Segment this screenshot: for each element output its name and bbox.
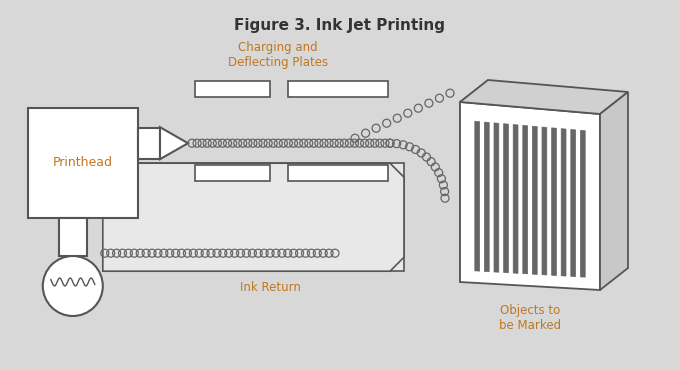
Bar	[195, 81, 270, 97]
Bar	[58, 218, 87, 256]
Polygon shape	[160, 127, 188, 159]
Polygon shape	[513, 125, 518, 273]
Bar	[138, 128, 160, 159]
Bar	[103, 163, 404, 271]
Polygon shape	[571, 130, 575, 277]
Bar	[288, 165, 388, 181]
Polygon shape	[532, 126, 537, 275]
Polygon shape	[475, 121, 479, 271]
Polygon shape	[460, 102, 600, 290]
Polygon shape	[542, 127, 547, 275]
Text: Figure 3. Ink Jet Printing: Figure 3. Ink Jet Printing	[235, 18, 445, 33]
Text: Charging and
Deflecting Plates: Charging and Deflecting Plates	[228, 41, 328, 69]
Polygon shape	[484, 122, 489, 272]
Polygon shape	[523, 125, 528, 274]
Text: Objects to
be Marked: Objects to be Marked	[499, 304, 561, 332]
Polygon shape	[561, 129, 566, 276]
Bar	[195, 165, 270, 181]
Text: Printhead: Printhead	[53, 157, 113, 169]
Polygon shape	[494, 123, 499, 272]
Polygon shape	[600, 92, 628, 290]
Circle shape	[43, 256, 103, 316]
Polygon shape	[504, 124, 509, 273]
Polygon shape	[103, 163, 404, 271]
Bar	[28, 108, 138, 218]
Text: Ink Return: Ink Return	[239, 281, 301, 294]
Polygon shape	[581, 130, 585, 277]
Polygon shape	[460, 80, 488, 282]
Polygon shape	[551, 128, 556, 276]
Bar	[288, 81, 388, 97]
Polygon shape	[460, 80, 628, 114]
